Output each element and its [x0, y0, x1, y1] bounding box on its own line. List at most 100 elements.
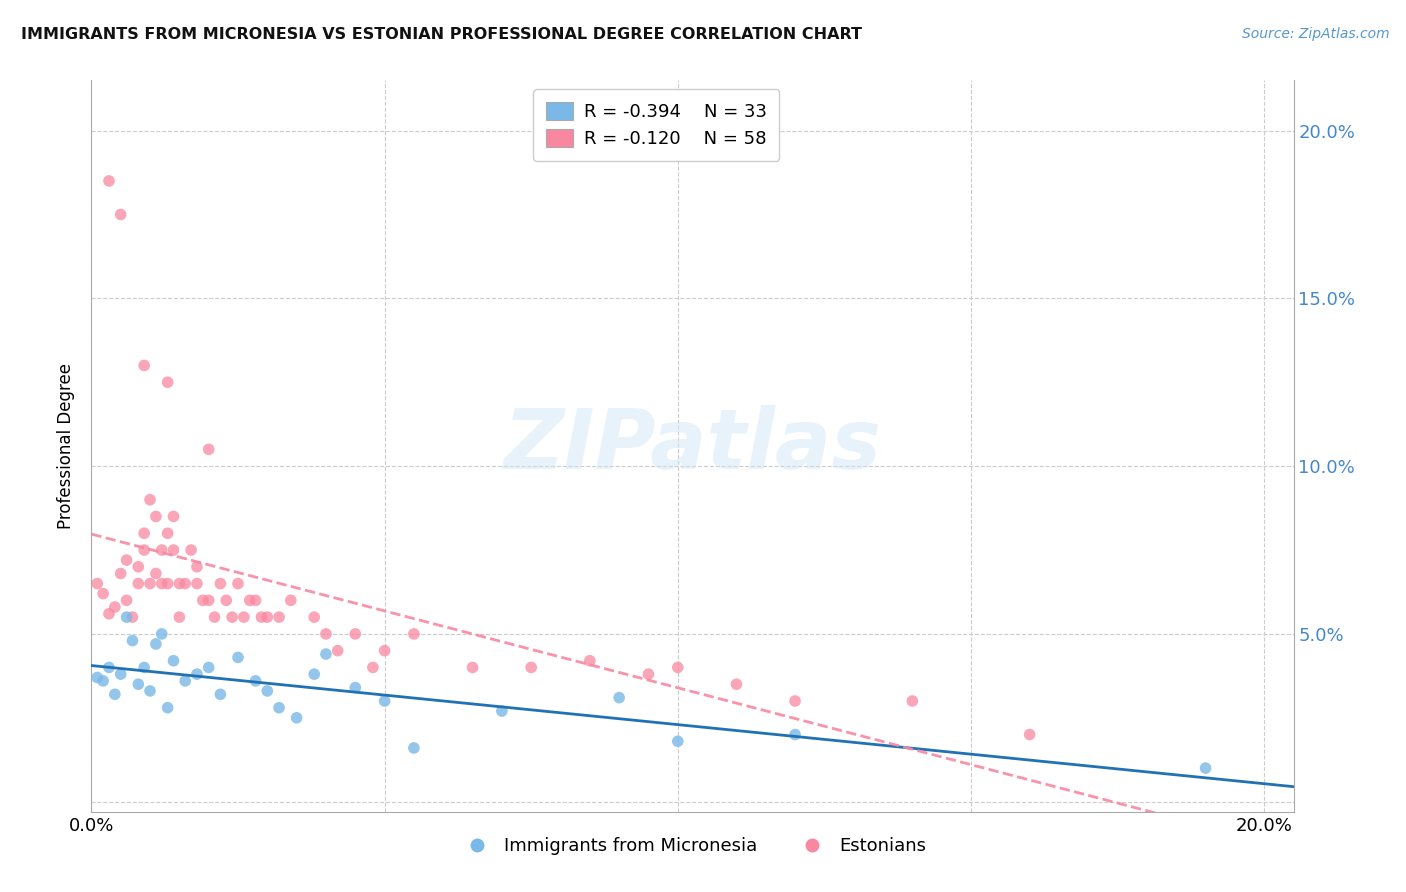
- Point: [267, 700, 290, 714]
- Point: [344, 681, 367, 695]
- Point: [666, 660, 689, 674]
- Point: [725, 677, 748, 691]
- Point: [250, 610, 273, 624]
- Point: [226, 576, 249, 591]
- Point: [315, 627, 337, 641]
- Point: [461, 660, 484, 674]
- Point: [162, 509, 184, 524]
- Point: [174, 576, 197, 591]
- Point: [901, 694, 924, 708]
- Point: [267, 610, 290, 624]
- Point: [162, 543, 184, 558]
- Legend: Immigrants from Micronesia, Estonians: Immigrants from Micronesia, Estonians: [451, 830, 934, 863]
- Point: [121, 610, 143, 624]
- Point: [150, 543, 173, 558]
- Y-axis label: Professional Degree: Professional Degree: [58, 363, 76, 529]
- Point: [115, 553, 138, 567]
- Point: [180, 543, 202, 558]
- Point: [98, 607, 121, 621]
- Point: [666, 734, 689, 748]
- Point: [139, 576, 162, 591]
- Point: [110, 207, 132, 221]
- Point: [91, 673, 114, 688]
- Point: [169, 610, 191, 624]
- Point: [204, 610, 226, 624]
- Point: [186, 576, 208, 591]
- Point: [209, 576, 232, 591]
- Point: [256, 610, 278, 624]
- Point: [115, 593, 138, 607]
- Point: [197, 593, 219, 607]
- Point: [315, 647, 337, 661]
- Text: IMMIGRANTS FROM MICRONESIA VS ESTONIAN PROFESSIONAL DEGREE CORRELATION CHART: IMMIGRANTS FROM MICRONESIA VS ESTONIAN P…: [21, 27, 862, 42]
- Point: [302, 610, 325, 624]
- Point: [302, 667, 325, 681]
- Point: [226, 650, 249, 665]
- Point: [1018, 727, 1040, 741]
- Point: [361, 660, 384, 674]
- Point: [110, 566, 132, 581]
- Point: [256, 684, 278, 698]
- Point: [98, 174, 121, 188]
- Point: [174, 673, 197, 688]
- Point: [197, 660, 219, 674]
- Point: [1194, 761, 1216, 775]
- Point: [285, 711, 308, 725]
- Point: [127, 677, 149, 691]
- Point: [145, 509, 167, 524]
- Point: [145, 637, 167, 651]
- Point: [86, 576, 108, 591]
- Point: [579, 654, 602, 668]
- Point: [402, 741, 425, 756]
- Point: [280, 593, 302, 607]
- Point: [215, 593, 238, 607]
- Point: [156, 576, 179, 591]
- Point: [156, 376, 179, 390]
- Point: [520, 660, 543, 674]
- Point: [191, 593, 214, 607]
- Point: [186, 559, 208, 574]
- Point: [169, 576, 191, 591]
- Point: [145, 566, 167, 581]
- Point: [374, 643, 396, 657]
- Point: [637, 667, 659, 681]
- Point: [232, 610, 254, 624]
- Text: Source: ZipAtlas.com: Source: ZipAtlas.com: [1241, 27, 1389, 41]
- Point: [245, 593, 267, 607]
- Point: [156, 526, 179, 541]
- Point: [104, 600, 127, 615]
- Point: [607, 690, 630, 705]
- Point: [121, 633, 143, 648]
- Point: [127, 559, 149, 574]
- Point: [110, 667, 132, 681]
- Point: [326, 643, 349, 657]
- Point: [209, 687, 232, 701]
- Text: ZIPatlas: ZIPatlas: [503, 406, 882, 486]
- Point: [134, 660, 156, 674]
- Point: [139, 684, 162, 698]
- Point: [783, 727, 806, 741]
- Point: [115, 610, 138, 624]
- Point: [491, 704, 513, 718]
- Point: [156, 700, 179, 714]
- Point: [134, 526, 156, 541]
- Point: [86, 671, 108, 685]
- Point: [150, 576, 173, 591]
- Point: [127, 576, 149, 591]
- Point: [150, 627, 173, 641]
- Point: [221, 610, 243, 624]
- Point: [162, 654, 184, 668]
- Point: [239, 593, 262, 607]
- Point: [344, 627, 367, 641]
- Point: [374, 694, 396, 708]
- Point: [783, 694, 806, 708]
- Point: [91, 587, 114, 601]
- Point: [197, 442, 219, 457]
- Point: [139, 492, 162, 507]
- Point: [134, 543, 156, 558]
- Point: [104, 687, 127, 701]
- Point: [134, 359, 156, 373]
- Point: [186, 667, 208, 681]
- Point: [98, 660, 121, 674]
- Point: [245, 673, 267, 688]
